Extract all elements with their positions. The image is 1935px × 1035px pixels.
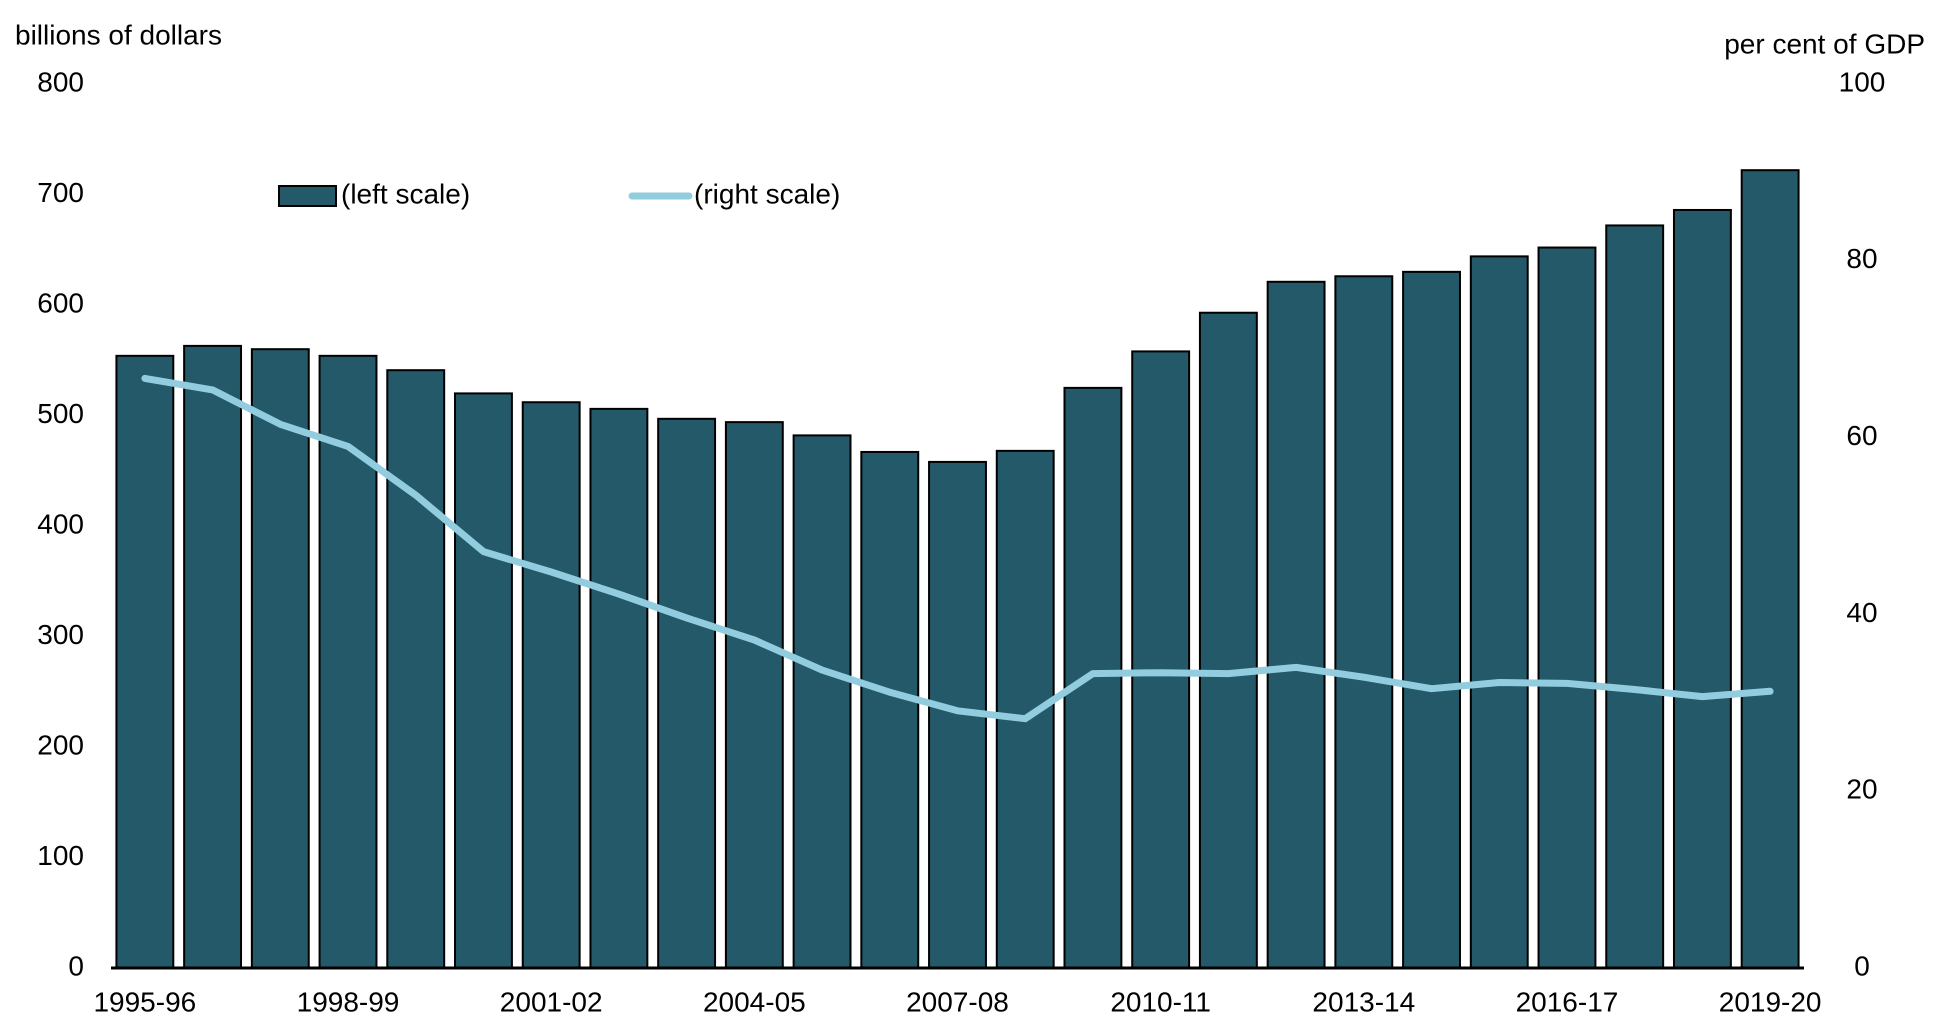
bar — [1469, 255, 1529, 969]
y2-tick-label: 100 — [1839, 66, 1886, 97]
y-tick-label: 400 — [37, 508, 84, 539]
bar — [1198, 311, 1258, 969]
x-tick-label: 2016-17 — [1516, 986, 1619, 1017]
x-tick-label: 2007-08 — [906, 986, 1009, 1017]
bar — [1402, 270, 1461, 970]
x-tick-label: 2019-20 — [1719, 986, 1822, 1017]
y-tick-label: 300 — [37, 619, 84, 650]
bar — [183, 344, 243, 969]
bar — [250, 348, 310, 969]
y2-axis-title: per cent of GDP — [1724, 28, 1925, 59]
bar — [386, 369, 446, 969]
x-tick-label: 1998-99 — [297, 986, 400, 1017]
bar — [115, 354, 175, 969]
legend-label: (right scale) — [694, 178, 840, 209]
bar — [1334, 275, 1394, 969]
y-tick-label: 0 — [68, 950, 84, 981]
y2-tick-label: 80 — [1846, 243, 1877, 274]
y-tick-label: 700 — [37, 177, 84, 208]
line — [141, 374, 1774, 723]
bar — [1605, 224, 1665, 969]
x-tick-label: 2001-02 — [500, 986, 603, 1017]
y2-tick-label: 0 — [1854, 950, 1870, 981]
y2-tick-label: 60 — [1846, 420, 1877, 451]
y-tick-label: 500 — [37, 398, 84, 429]
x-tick-label: 2004-05 — [703, 986, 806, 1017]
x-tick-label: 2013-14 — [1312, 986, 1415, 1017]
bar — [724, 421, 784, 969]
x-tick-label: 2010-11 — [1110, 986, 1211, 1017]
bar — [454, 392, 513, 969]
bar — [792, 434, 852, 969]
bar — [1740, 169, 1800, 969]
bar — [1672, 208, 1732, 970]
bar — [1537, 246, 1597, 970]
legend-label: (left scale) — [341, 178, 470, 209]
y-tick-label: 800 — [37, 66, 84, 97]
bar — [657, 417, 717, 969]
bar — [521, 401, 581, 969]
y2-tick-label: 40 — [1846, 597, 1877, 628]
y-tick-label: 600 — [37, 287, 84, 318]
bar — [1063, 386, 1123, 969]
y-tick-label: 100 — [37, 840, 84, 871]
bar — [860, 450, 920, 969]
x-tick-label: 1995-96 — [93, 986, 196, 1017]
legend-swatch — [278, 185, 337, 207]
y2-tick-label: 20 — [1846, 774, 1877, 805]
y-axis-title: billions of dollars — [15, 19, 222, 50]
y-tick-label: 200 — [37, 729, 84, 760]
bar — [1266, 280, 1326, 970]
bar — [1131, 350, 1191, 970]
bar — [589, 407, 649, 969]
